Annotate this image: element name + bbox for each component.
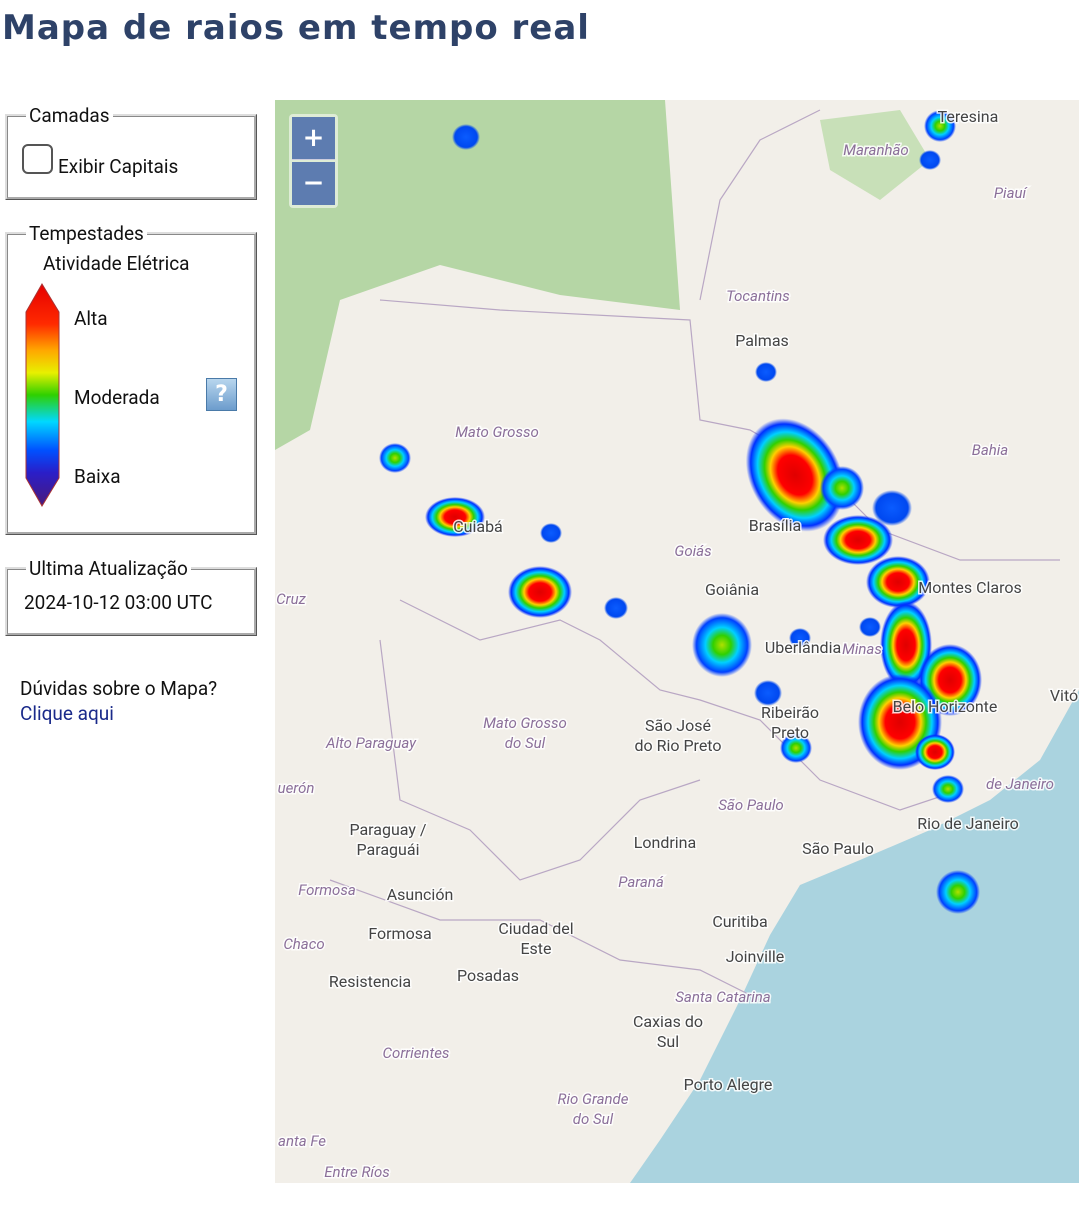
place-label: Teresina bbox=[938, 107, 999, 126]
place-label: Rio Grande bbox=[558, 1090, 629, 1108]
help-icon[interactable]: ? bbox=[206, 378, 237, 411]
forest bbox=[820, 110, 930, 200]
place-label: Alto Paraguay bbox=[325, 734, 417, 752]
update-panel: Ultima Atualização bbox=[5, 557, 257, 636]
place-label: Paraguay / bbox=[349, 820, 426, 839]
place-label: São Paulo bbox=[718, 796, 783, 814]
place-label: Tocantins bbox=[726, 287, 790, 305]
level-label: Baixa bbox=[74, 465, 121, 488]
place-label: Chaco bbox=[283, 935, 324, 953]
place-label: Corrientes bbox=[383, 1044, 450, 1062]
storms-panel: Tempestades bbox=[5, 222, 257, 535]
checkbox-label[interactable]: Exibir Capitais bbox=[58, 155, 179, 178]
place-label: Piauí bbox=[994, 184, 1029, 202]
legend-heading: Atividade Elétrica bbox=[43, 252, 190, 275]
place-labels: Teresina Maranhão Piauí Tocantins Palmas Mato… bbox=[275, 106, 1079, 1183]
place-label: Ciudad del bbox=[498, 919, 573, 938]
place-label: Goiás bbox=[674, 542, 711, 560]
place-label: Entre Ríos bbox=[324, 1163, 390, 1181]
place-label: Cruz bbox=[276, 590, 306, 608]
place-label: Curitiba bbox=[712, 912, 767, 931]
place-label: Belo Horizonte bbox=[893, 697, 998, 716]
page-title: Mapa de raios em tempo real bbox=[2, 8, 590, 48]
place-label: Montes Claros bbox=[918, 578, 1022, 597]
place-label: Sul bbox=[657, 1032, 679, 1051]
place-label: Posadas bbox=[457, 966, 519, 985]
place-label: Porto Alegre bbox=[684, 1075, 773, 1094]
place-label: Formosa bbox=[298, 881, 356, 899]
place-label: Maranhão bbox=[843, 141, 908, 159]
place-label: do Sul bbox=[573, 1110, 614, 1128]
place-label: São José bbox=[645, 716, 711, 735]
place-label: Brasília bbox=[749, 516, 801, 535]
color-scale bbox=[25, 283, 60, 507]
borders bbox=[329, 109, 1060, 1001]
place-label: Palmas bbox=[735, 331, 789, 350]
place-label: Minas bbox=[842, 640, 882, 658]
place-label: Preto bbox=[771, 723, 809, 742]
zoom-in[interactable]: + bbox=[292, 117, 335, 160]
place-label: do Rio Preto bbox=[634, 736, 721, 755]
place-label: Cuiabá bbox=[453, 517, 503, 536]
forest bbox=[275, 100, 680, 450]
place-label: Santa Catarina bbox=[675, 988, 771, 1006]
place-label: Paraguái bbox=[357, 840, 420, 859]
place-label: Formosa bbox=[368, 924, 431, 943]
place-label: Caxias do bbox=[633, 1012, 703, 1031]
place-label: Joinville bbox=[726, 947, 785, 966]
place-label: Bahia bbox=[972, 441, 1009, 459]
level-label: Moderada bbox=[74, 386, 160, 409]
place-label: de Janeiro bbox=[986, 775, 1054, 793]
level-label: Alta bbox=[74, 307, 108, 330]
help-question: Dúvidas sobre o Mapa? bbox=[20, 677, 218, 700]
place-label: Vitó bbox=[1050, 686, 1078, 705]
zoom-out[interactable]: − bbox=[292, 162, 335, 205]
help-link[interactable]: Clique aqui bbox=[20, 702, 114, 725]
place-label: Este bbox=[520, 939, 551, 958]
place-label: Asunción bbox=[387, 885, 454, 904]
ocean bbox=[630, 690, 1079, 1183]
place-label: uerón bbox=[278, 779, 315, 797]
place-label: do Sul bbox=[505, 734, 546, 752]
place-label: anta Fe bbox=[278, 1132, 326, 1150]
panel-legend: Ultima Atualização bbox=[29, 557, 188, 580]
heat-layer bbox=[379, 110, 982, 914]
panel-legend: Tempestades bbox=[29, 222, 144, 245]
place-label: Uberlândia bbox=[765, 638, 841, 657]
place-label: Rio de Janeiro bbox=[917, 814, 1018, 833]
place-label: Goiânia bbox=[705, 580, 759, 599]
panel-legend: Camadas bbox=[29, 104, 110, 127]
place-label: Resistencia bbox=[329, 972, 411, 991]
checkbox[interactable] bbox=[22, 144, 53, 174]
place-label: Paraná bbox=[618, 873, 664, 891]
place-label: São Paulo bbox=[802, 839, 874, 858]
map: Teresina Maranhão Piauí Tocantins Palmas Mato… bbox=[275, 100, 1079, 1183]
map-layer: Teresina Maranhão Piauí Tocantins Palmas Mato… bbox=[275, 100, 1079, 1183]
place-label: Londrina bbox=[634, 833, 696, 852]
place-label: Ribeirão bbox=[761, 703, 819, 722]
layers-panel: Camadas bbox=[5, 104, 257, 200]
place-label: Mato Grosso bbox=[455, 423, 539, 441]
place-label: Mato Grosso bbox=[483, 714, 567, 732]
timestamp: 2024-10-12 03:00 UTC bbox=[24, 591, 213, 614]
